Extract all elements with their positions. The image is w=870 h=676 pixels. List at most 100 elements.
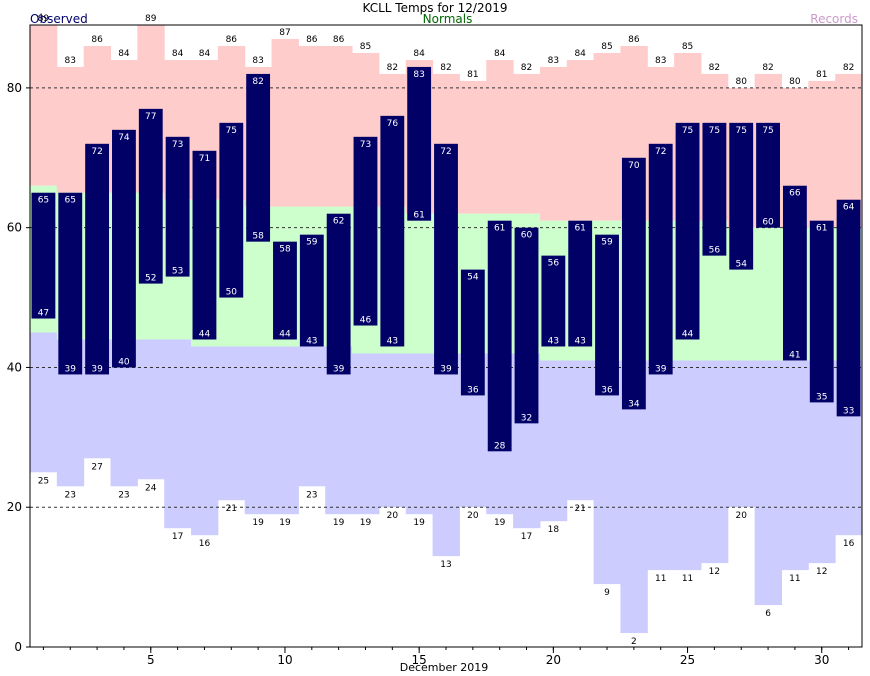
observed-low-label: 61	[413, 211, 424, 221]
observed-bar	[782, 185, 807, 361]
normal-band	[754, 227, 782, 361]
observed-low-label: 58	[252, 232, 264, 242]
record-low-band	[566, 360, 595, 501]
record-low-label: 18	[548, 525, 560, 535]
observed-low-label: 39	[65, 364, 77, 374]
legend-normals: Normals	[422, 12, 473, 26]
observed-bar	[648, 143, 673, 375]
observed-low-label: 60	[762, 218, 774, 228]
observed-bars	[31, 66, 861, 452]
record-high-label: 87	[279, 28, 290, 38]
observed-high-label: 76	[387, 119, 399, 129]
observed-high-label: 65	[38, 196, 49, 206]
observed-high-label: 83	[413, 70, 424, 80]
observed-bar	[621, 157, 646, 410]
observed-bar	[514, 227, 539, 424]
record-high-label: 82	[387, 63, 398, 73]
observed-high-label: 65	[65, 196, 76, 206]
record-high-label: 89	[145, 14, 157, 24]
record-high-band	[486, 59, 514, 214]
record-low-band	[137, 339, 165, 480]
record-high-label: 85	[601, 42, 612, 52]
x-tick-label: 15	[412, 653, 427, 667]
record-high-label: 82	[440, 63, 451, 73]
observed-low-label: 32	[521, 413, 532, 423]
record-low-band	[539, 360, 568, 522]
observed-low-label: 53	[172, 267, 183, 277]
observed-low-label: 56	[709, 246, 721, 256]
observed-low-label: 43	[387, 336, 398, 346]
record-low-band	[647, 360, 675, 571]
observed-bar	[460, 269, 485, 396]
record-low-label: 6	[765, 609, 771, 619]
record-low-label: 13	[440, 560, 451, 570]
observed-bar	[273, 241, 297, 340]
x-tick-label: 20	[546, 653, 561, 667]
observed-high-label: 59	[306, 238, 318, 248]
record-high-band	[593, 52, 621, 221]
observed-bar	[112, 129, 136, 368]
x-tick-label: 30	[814, 653, 829, 667]
observed-bar	[434, 143, 458, 375]
record-high-label: 86	[628, 35, 640, 45]
observed-high-label: 75	[735, 126, 746, 136]
observed-low-label: 39	[91, 364, 103, 374]
observed-high-label: 59	[601, 238, 613, 248]
record-low-band	[378, 353, 407, 508]
record-high-label: 83	[252, 56, 263, 66]
observed-low-label: 44	[279, 329, 291, 339]
observed-high-label: 60	[521, 231, 533, 241]
observed-bar	[595, 234, 619, 396]
observed-high-label: 61	[494, 224, 505, 234]
record-low-band	[164, 339, 192, 529]
record-high-label: 82	[762, 63, 773, 73]
observed-bar	[31, 192, 56, 319]
record-low-label: 12	[709, 567, 720, 577]
record-low-band	[217, 346, 246, 501]
observed-high-label: 66	[789, 189, 801, 199]
observed-bar	[702, 122, 727, 256]
observed-low-label: 47	[38, 309, 49, 319]
record-high-label: 81	[816, 70, 827, 80]
value-labels: 6547892565398323723986277440842377528924…	[38, 14, 855, 647]
record-high-label: 84	[199, 49, 211, 59]
x-tick-label: 5	[147, 653, 155, 667]
observed-bar	[675, 122, 700, 340]
observed-high-label: 73	[172, 140, 183, 150]
record-high-label: 85	[682, 42, 693, 52]
record-low-band	[700, 360, 729, 564]
observed-high-label: 75	[709, 126, 720, 136]
observed-bar	[380, 115, 405, 347]
record-high-label: 85	[360, 42, 371, 52]
y-tick-label: 60	[7, 221, 22, 235]
record-high-label: 86	[226, 35, 238, 45]
observed-high-label: 71	[199, 154, 210, 164]
record-low-band	[298, 346, 326, 487]
record-low-label: 17	[521, 532, 532, 542]
x-tick-label: 25	[680, 653, 695, 667]
record-high-label: 89	[38, 14, 50, 24]
observed-low-label: 33	[843, 406, 854, 416]
record-low-band	[405, 353, 434, 515]
observed-bar	[326, 213, 351, 375]
record-low-label: 17	[172, 532, 183, 542]
observed-low-label: 54	[735, 260, 747, 270]
observed-low-label: 36	[467, 385, 479, 395]
observed-low-label: 43	[548, 336, 559, 346]
record-high-label: 83	[655, 56, 666, 66]
observed-bar	[219, 122, 244, 298]
observed-high-label: 61	[816, 224, 827, 234]
record-high-label: 84	[574, 49, 586, 59]
y-tick-label: 40	[7, 360, 22, 374]
observed-high-label: 74	[118, 133, 130, 143]
observed-bar	[541, 255, 566, 347]
observed-high-label: 77	[145, 112, 156, 122]
record-high-band	[513, 73, 541, 214]
record-low-label: 19	[252, 518, 264, 528]
observed-high-label: 72	[440, 147, 451, 157]
record-low-label: 23	[65, 490, 76, 500]
observed-bar	[58, 192, 83, 375]
observed-high-label: 72	[655, 147, 666, 157]
record-low-band	[191, 346, 219, 536]
observed-bar	[138, 108, 163, 284]
